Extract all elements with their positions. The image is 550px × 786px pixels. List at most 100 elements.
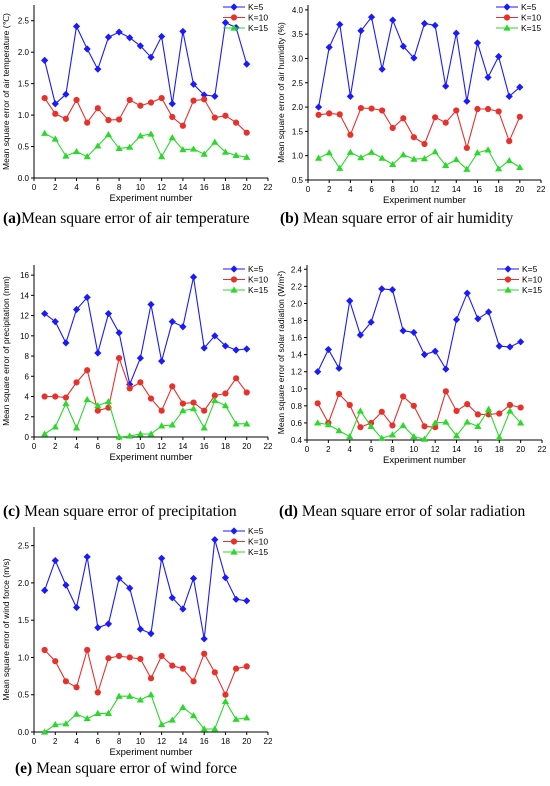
y-tick-label: 2.5 — [292, 79, 304, 88]
x-tick-label: 0 — [306, 185, 311, 194]
caption-letter: (e) — [15, 760, 33, 777]
series-line-k15 — [317, 408, 522, 440]
x-tick-label: 16 — [473, 445, 482, 454]
caption-letter: (b) — [280, 210, 299, 227]
data-point-k10 — [379, 107, 386, 114]
x-tick-label: 10 — [409, 445, 418, 454]
legend-label-k5: K=5 — [248, 526, 264, 536]
data-point-k5 — [420, 351, 429, 359]
data-point-k5 — [389, 16, 397, 24]
caption-text: Mean square error of air temperature — [21, 210, 250, 227]
series-line-k10 — [44, 647, 247, 697]
legend-marker-k10 — [504, 276, 512, 283]
data-point-k15 — [410, 432, 418, 440]
y-tick-label: 3.0 — [292, 54, 304, 63]
legend: K=5K=10K=15 — [223, 2, 268, 33]
data-point-k5 — [232, 595, 240, 603]
data-point-k5 — [506, 343, 514, 351]
y-tick-label: 1.5 — [292, 127, 304, 136]
data-point-k10 — [335, 390, 343, 398]
x-tick-label: 4 — [74, 737, 79, 746]
data-point-k15 — [232, 420, 240, 427]
series-k15 — [314, 405, 525, 442]
legend-label-k10: K=10 — [521, 13, 541, 23]
series-k10 — [314, 388, 524, 431]
x-tick-label: 8 — [390, 445, 395, 454]
y-tick-label: 0.4 — [291, 436, 303, 445]
x-tick-label: 18 — [221, 442, 230, 451]
data-point-k15 — [474, 422, 482, 429]
x-tick-label: 16 — [200, 442, 209, 451]
data-point-k15 — [221, 402, 230, 409]
y-axis-title: Mean square error of air temperature (℃) — [1, 13, 11, 170]
data-point-k5 — [189, 273, 198, 281]
y-tick-label: 2.0 — [291, 299, 303, 308]
data-point-k5 — [94, 624, 102, 632]
series-k15 — [41, 395, 251, 440]
data-point-k15 — [168, 421, 176, 428]
data-point-k15 — [136, 430, 144, 437]
y-tick-label: 2.0 — [18, 48, 30, 57]
data-point-k5 — [221, 19, 230, 27]
x-tick-label: 22 — [537, 185, 546, 194]
legend-label-k10: K=10 — [248, 537, 268, 547]
data-point-k10 — [73, 684, 80, 691]
data-point-k10 — [410, 402, 417, 409]
x-tick-label: 8 — [391, 185, 396, 194]
legend-label-k5: K=5 — [248, 264, 264, 274]
data-point-k5 — [325, 43, 333, 51]
data-point-k10 — [496, 410, 503, 417]
legend: K=5K=10K=15 — [223, 526, 268, 557]
x-tick-label: 12 — [157, 737, 166, 746]
data-point-k5 — [72, 305, 81, 314]
data-point-k10 — [62, 115, 70, 122]
data-point-k10 — [464, 401, 471, 408]
data-point-k15 — [367, 148, 376, 155]
caption-text: Mean square error of air humidity — [298, 210, 514, 227]
x-axis-title: Experiment number — [110, 193, 193, 204]
data-point-k10 — [115, 354, 123, 362]
series-line-k5 — [44, 539, 247, 639]
data-point-k10 — [453, 107, 460, 114]
y-tick-label: 8 — [25, 352, 30, 361]
caption-precipitation: (c) Mean square error of precipitation — [3, 503, 237, 521]
series-k10 — [41, 95, 250, 136]
series-k10 — [315, 104, 523, 152]
y-tick-label: 1.0 — [292, 152, 304, 161]
data-point-k10 — [314, 400, 321, 407]
data-point-k15 — [389, 160, 397, 168]
data-point-k5 — [431, 21, 439, 30]
y-tick-label: 2.0 — [18, 579, 30, 588]
data-point-k5 — [200, 91, 208, 99]
data-point-k10 — [190, 97, 197, 104]
y-tick-label: 1.0 — [18, 653, 30, 662]
chart-air-humidity: 0 2 4 6 8 10 12 14 16 18 20 22 0.5 1.0 1.5 2.0 2.5 3.0 3.5… — [275, 0, 550, 262]
data-point-k15 — [51, 135, 59, 142]
legend-label-k10: K=10 — [248, 275, 268, 285]
x-tick-label: 2 — [326, 445, 331, 454]
data-point-k10 — [94, 689, 101, 696]
series-line-k5 — [318, 15, 521, 108]
chart-air-humidity-svg: 0 2 4 6 8 10 12 14 16 18 20 22 0.5 1.0 1.5 2.0 2.5 3.0 3.5… — [276, 2, 546, 206]
legend: K=5K=10K=15 — [223, 264, 268, 295]
legend-marker-k5 — [503, 3, 511, 11]
data-point-k15 — [452, 155, 460, 163]
caption-letter: (c) — [3, 503, 21, 520]
legend-marker-k5 — [504, 265, 512, 273]
data-point-k5 — [452, 316, 461, 324]
y-tick-label: 1.4 — [291, 351, 303, 360]
data-point-k10 — [169, 662, 176, 669]
data-point-k5 — [356, 331, 365, 339]
y-tick-label: 2 — [25, 413, 30, 422]
data-point-k5 — [474, 315, 482, 323]
legend-label-k15: K=15 — [521, 23, 541, 33]
series-k15 — [41, 129, 251, 160]
x-tick-label: 0 — [32, 442, 37, 451]
data-point-k5 — [211, 92, 219, 100]
x-tick-label: 8 — [117, 442, 122, 451]
legend-label-k15: K=15 — [248, 285, 268, 295]
data-point-k15 — [115, 144, 123, 152]
y-tick-label: 1.0 — [18, 111, 30, 120]
data-point-k15 — [346, 432, 354, 440]
x-tick-label: 14 — [178, 737, 187, 746]
